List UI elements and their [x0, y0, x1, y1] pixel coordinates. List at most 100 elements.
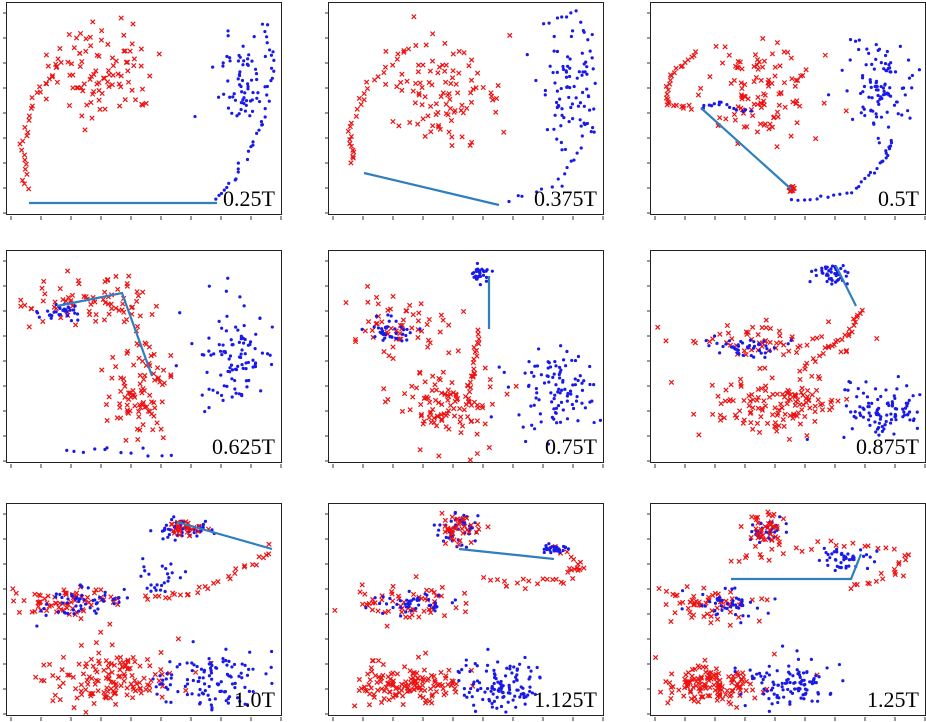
- blue-dot-marker: [545, 127, 550, 132]
- red-cross-marker: [413, 385, 420, 391]
- red-cross-marker: [709, 382, 715, 388]
- red-cross-marker: [766, 557, 772, 563]
- blue-dot-marker: [552, 372, 556, 376]
- red-cross-marker: [757, 121, 764, 127]
- red-cross-marker: [63, 591, 69, 598]
- blue-dot-marker: [481, 697, 485, 702]
- blue-dot-marker: [269, 362, 274, 367]
- red-cross-marker: [104, 417, 110, 424]
- blue-dot-marker: [497, 365, 501, 369]
- red-cross-marker: [755, 331, 761, 338]
- blue-dot-marker: [762, 687, 766, 691]
- blue-dot-marker: [880, 429, 885, 433]
- blue-dot-marker: [810, 699, 814, 703]
- red-cross-marker: [781, 80, 788, 86]
- red-cross-marker: [705, 675, 711, 682]
- red-cross-marker: [17, 141, 23, 147]
- blue-dot-marker: [712, 334, 717, 338]
- red-cross-marker: [365, 671, 371, 677]
- red-cross-marker: [715, 686, 721, 692]
- blue-dot-marker: [559, 86, 563, 91]
- red-cross-marker: [456, 70, 462, 76]
- blue-dot-marker: [566, 64, 570, 68]
- red-cross-marker: [698, 85, 704, 91]
- blue-dot-marker: [228, 56, 232, 60]
- blue-dot-marker: [227, 695, 232, 699]
- blue-dot-marker: [172, 515, 176, 519]
- blue-dot-marker: [583, 406, 588, 410]
- blue-dot-marker: [883, 53, 888, 58]
- blue-dot-marker: [825, 265, 829, 269]
- red-cross-marker: [738, 523, 744, 530]
- blue-dot-marker: [469, 687, 473, 691]
- red-cross-marker: [130, 387, 136, 394]
- blue-dot-marker: [46, 309, 50, 313]
- blue-dot-marker: [829, 270, 833, 274]
- blue-dot-marker: [256, 91, 260, 95]
- red-cross-marker: [154, 420, 160, 426]
- red-cross-marker: [369, 607, 376, 613]
- blue-dot-marker: [260, 22, 265, 26]
- blue-dot-marker: [219, 393, 224, 398]
- red-cross-marker: [382, 81, 389, 87]
- red-cross-marker: [453, 689, 459, 695]
- blue-dot-marker: [791, 674, 795, 678]
- blue-dot-marker: [569, 159, 573, 163]
- red-cross-marker: [891, 546, 897, 552]
- red-cross-marker: [417, 447, 423, 453]
- red-cross-marker: [460, 530, 466, 536]
- blue-dot-marker: [796, 198, 800, 202]
- red-cross-marker: [468, 57, 475, 63]
- red-cross-marker: [110, 688, 116, 694]
- blue-dot-marker: [117, 596, 121, 600]
- blue-dot-marker: [879, 394, 883, 399]
- red-cross-marker: [748, 534, 754, 541]
- red-cross-marker: [399, 87, 405, 94]
- red-cross-marker: [132, 97, 139, 103]
- red-cross-marker: [104, 79, 111, 85]
- red-cross-marker: [474, 418, 481, 424]
- red-cross-marker: [137, 427, 143, 433]
- blue-dot-marker: [219, 191, 224, 196]
- blue-dot-marker: [879, 84, 883, 89]
- blue-dot-marker: [559, 124, 563, 128]
- blue-dot-marker: [207, 336, 211, 340]
- red-cross-marker: [750, 405, 756, 411]
- blue-dot-marker: [879, 61, 883, 65]
- red-cross-marker: [793, 545, 799, 551]
- blue-dot-marker: [170, 518, 174, 522]
- blue-dot-marker: [226, 79, 230, 83]
- red-cross-marker: [780, 352, 787, 358]
- red-cross-marker: [106, 676, 112, 682]
- red-cross-marker: [667, 77, 674, 83]
- red-cross-marker: [782, 104, 788, 110]
- blue-dot-marker: [559, 344, 563, 348]
- blue-dot-marker: [65, 310, 69, 314]
- red-cross-marker: [728, 558, 734, 564]
- blue-dot-marker: [527, 665, 531, 669]
- red-cross-marker: [57, 600, 63, 606]
- red-cross-marker: [32, 591, 38, 597]
- red-cross-marker: [754, 62, 760, 68]
- blue-dot-marker: [74, 604, 78, 608]
- red-cross-marker: [774, 144, 780, 150]
- red-cross-marker: [446, 350, 452, 356]
- red-cross-marker: [781, 423, 787, 430]
- red-cross-marker: [105, 671, 112, 677]
- red-cross-marker: [656, 585, 662, 592]
- blue-dot-marker: [842, 558, 846, 562]
- blue-dot-marker: [761, 692, 766, 696]
- blue-dot-marker: [576, 104, 581, 108]
- red-cross-marker: [427, 103, 434, 109]
- red-cross-marker: [111, 662, 117, 668]
- red-cross-marker: [127, 665, 133, 671]
- red-cross-marker: [467, 457, 473, 463]
- blue-dot-marker: [178, 311, 182, 315]
- red-cross-marker: [114, 415, 120, 421]
- red-cross-marker: [668, 73, 675, 79]
- red-cross-marker: [433, 423, 440, 429]
- red-cross-marker: [769, 375, 775, 381]
- blue-dot-marker: [701, 592, 705, 597]
- red-cross-marker: [799, 385, 805, 391]
- red-cross-marker: [205, 585, 211, 592]
